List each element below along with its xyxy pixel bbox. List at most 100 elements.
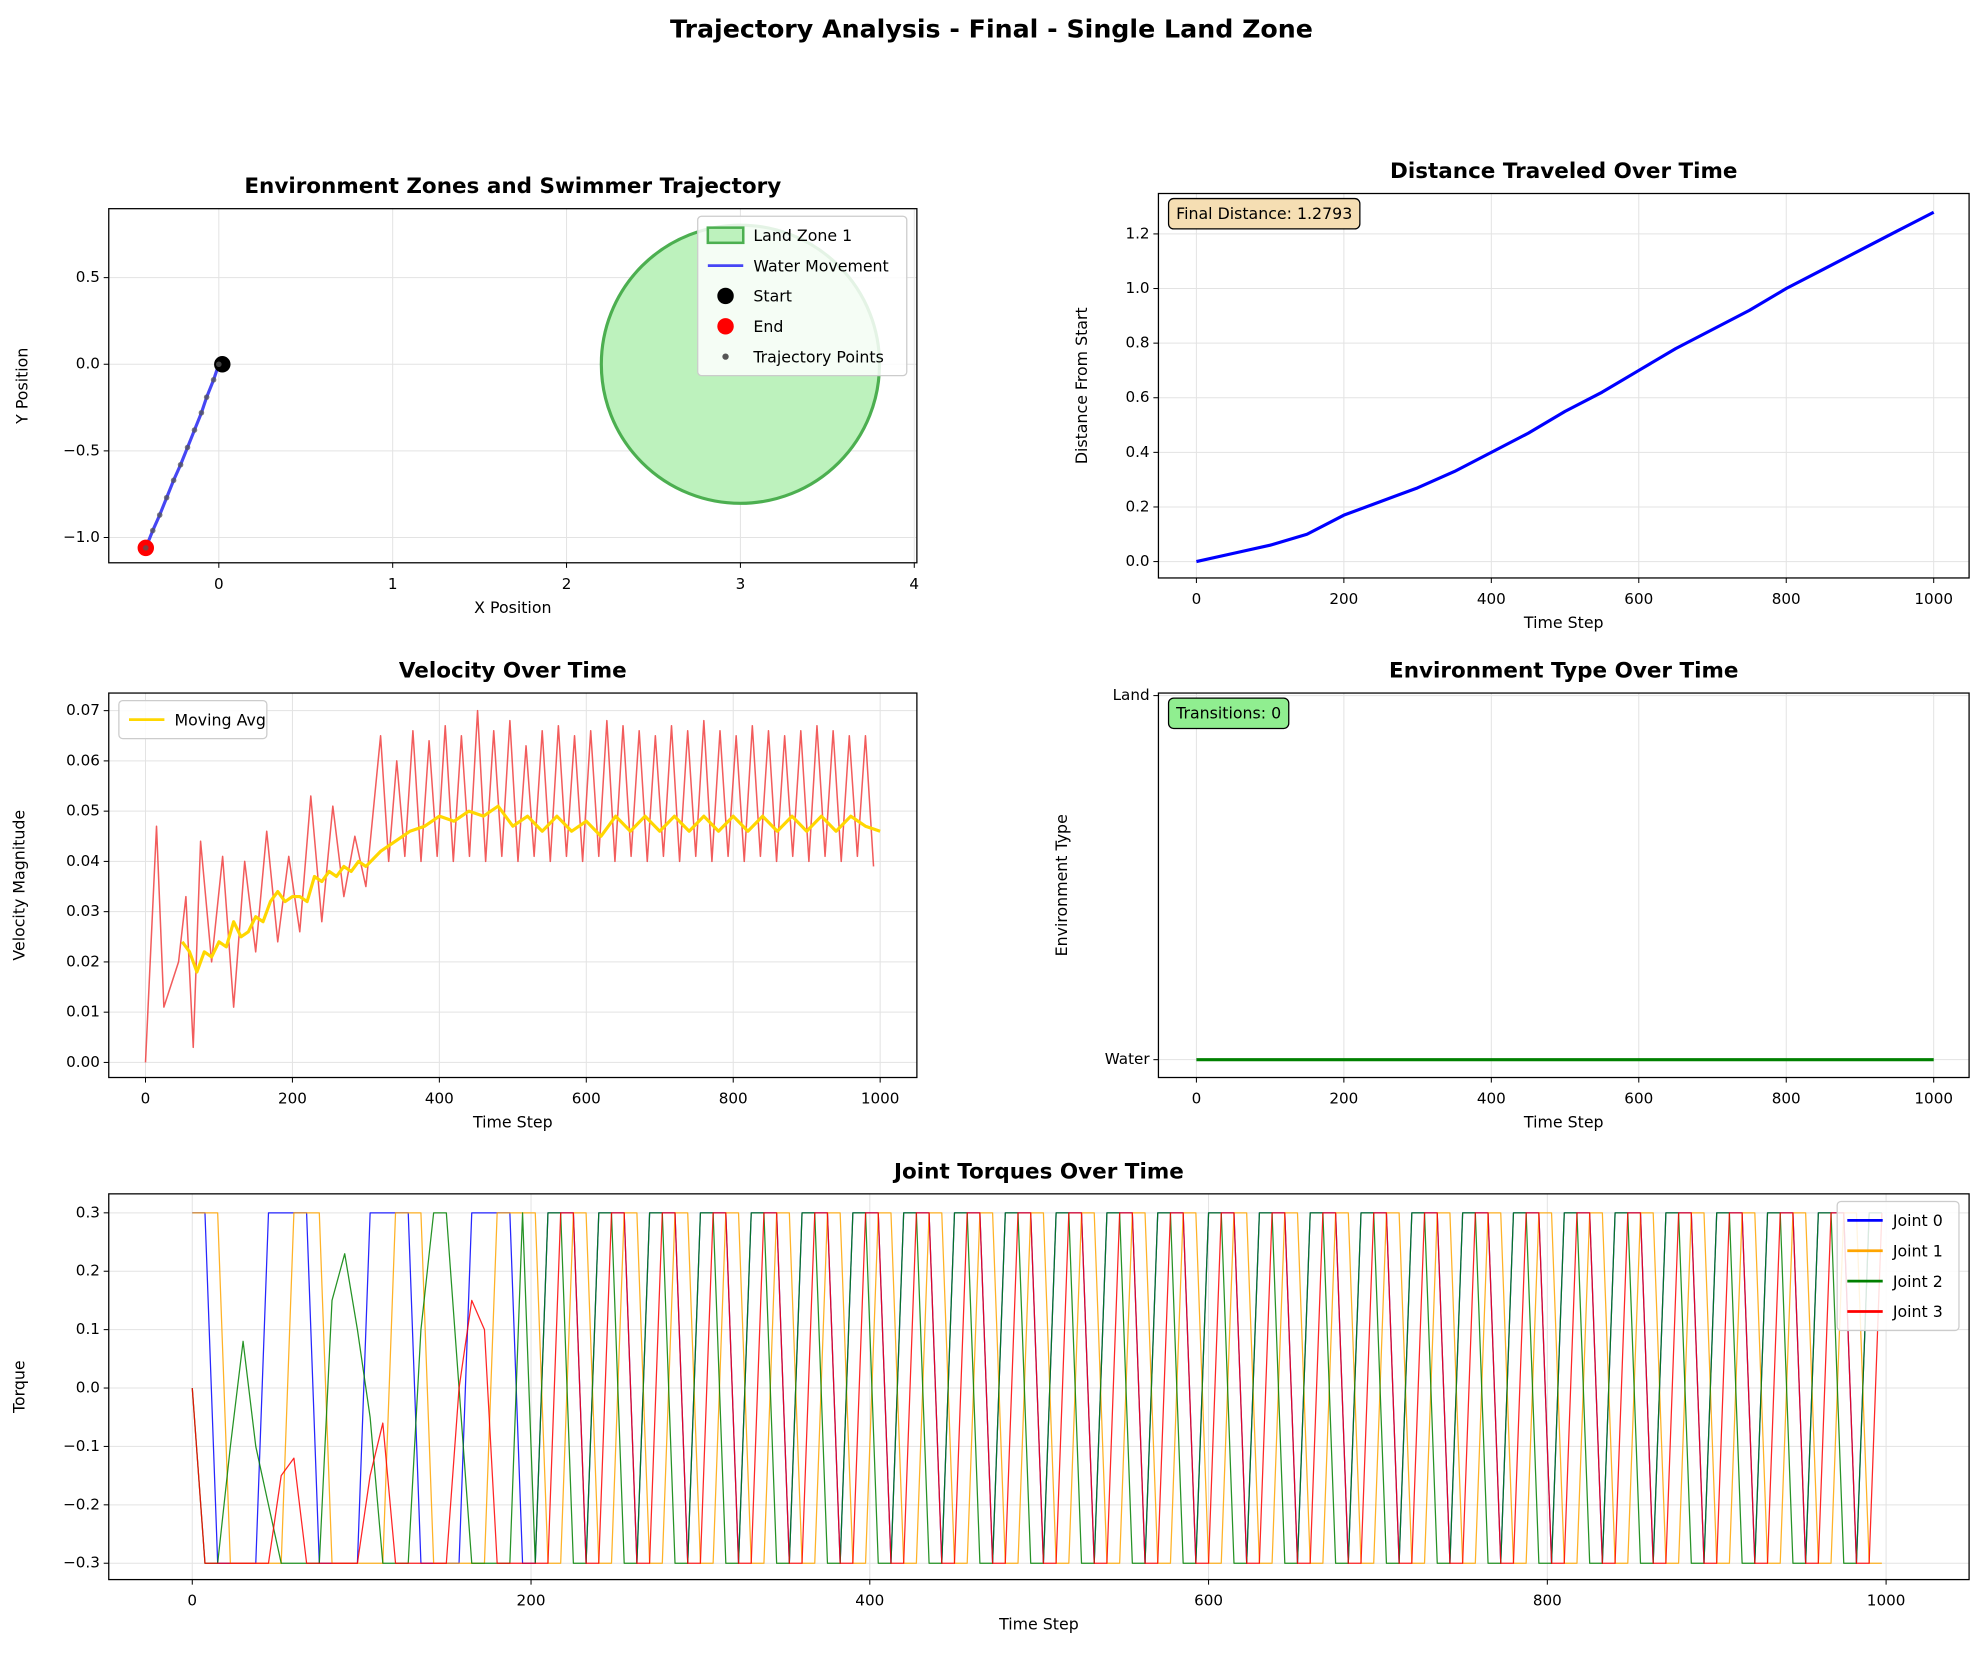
point [214,356,231,373]
y-tick-label: −0.3 [63,1554,100,1572]
y-axis-label: Velocity Magnitude [10,810,29,961]
legend-label: Joint 3 [1892,1302,1943,1321]
x-tick-label: 0 [187,1592,197,1610]
y-tick-label: 0.0 [76,355,100,373]
y-tick-label: 0.6 [1125,388,1149,406]
legend: Joint 0 Joint 1 Joint 2 Joint 3 [1836,1200,1960,1332]
x-tick-label: 800 [719,1090,748,1108]
plot-area [144,709,881,1063]
legend-label: Land Zone 1 [753,226,852,245]
legend-swatch [722,353,729,360]
x-tick-label: 0 [1192,1090,1202,1108]
y-tick-label: 0.0 [76,1379,100,1397]
y-tick-label: 0.04 [66,852,100,870]
series-line [144,709,875,1063]
x-tick-label: 400 [1477,590,1506,608]
x-tick-label: 2 [562,575,572,593]
y-tick-label: Land [1113,686,1150,704]
series-line [180,804,881,974]
legend-label: Joint 1 [1892,1242,1943,1261]
legend-label: Joint 0 [1892,1211,1943,1230]
axes-frame [1157,192,1970,579]
x-tick-label: 1000 [1867,1592,1906,1610]
point [156,512,163,518]
legend: Moving Avg [118,700,268,740]
legend-label: Moving Avg [175,710,266,729]
y-tick-label: 0.02 [66,952,100,970]
x-tick-label: 0 [141,1090,151,1108]
point [163,494,170,501]
axes-frame [108,1193,1970,1581]
subplot: 0 1 2 3 4 −1.0 −0.5 0.0 0.5 Environment Zones and… [12,174,919,617]
x-tick-label: 200 [517,1592,546,1610]
y-axis-label: Environment Type [1052,814,1071,956]
x-tick-label: 1 [388,575,398,593]
y-tick-label: 0.03 [66,902,100,920]
x-axis-label: Time Step [472,1113,553,1132]
subplot-title: Environment Type Over Time [1389,659,1738,684]
annotation: Transitions: 0 [1175,703,1281,722]
y-tick-label: 0.06 [66,751,100,769]
y-tick-label: 0.3 [76,1203,100,1221]
x-tick-label: 1000 [861,1090,900,1108]
annotation-box [1167,697,1290,730]
point [216,361,222,368]
y-tick-label: −0.2 [63,1495,100,1513]
subplot: 0 200 400 600 800 1000 0.0 0.2 0.4 0.6 0.8 1.0 1.2 Di… [1072,159,1970,632]
legend-label: Trajectory Points [752,347,883,366]
legend-label: Joint 2 [1892,1272,1943,1291]
x-axis-label: Time Step [1523,613,1604,632]
x-tick-label: 400 [855,1592,884,1610]
legend-box [1836,1200,1960,1332]
point [184,444,191,451]
series-line [191,1212,1883,1564]
plot-area [1196,210,1935,564]
point [210,377,217,383]
y-tick-label: 0.0 [1125,552,1149,570]
point [177,461,184,468]
y-tick-label: 0.2 [1125,497,1149,515]
y-tick-label: 1.0 [1125,279,1149,297]
legend-swatch [717,287,734,305]
series-line [144,363,221,549]
x-tick-label: 200 [278,1090,307,1108]
axes-frame [108,208,918,564]
y-tick-label: 0.05 [66,802,100,820]
x-tick-label: 800 [1772,1090,1801,1108]
y-tick-label: 0.2 [76,1262,100,1280]
legend-label: Start [753,287,792,306]
x-tick-label: 4 [909,575,919,593]
subplot: 0 200 400 600 800 1000 0.00 0.01 0.02 0.03 0.04 0.0… [10,659,918,1132]
subplot-title: Environment Zones and Swimmer Trajectory [244,174,781,199]
y-tick-label: 0.4 [1125,443,1149,461]
x-tick-label: 600 [1624,1090,1653,1108]
x-tick-label: 200 [1329,1090,1358,1108]
x-tick-label: 800 [1772,590,1801,608]
point [149,527,156,534]
legend-label: End [753,317,783,336]
legend-box [118,700,268,740]
y-tick-label: 0.01 [66,1003,100,1021]
axes-frame [108,692,918,1079]
y-tick-label: 1.2 [1125,224,1149,242]
subplot: 0 200 400 600 800 1000 Water Land Environment Ty… [1052,659,1970,1132]
y-tick-label: 0.1 [76,1320,100,1338]
y-tick-label: 0.07 [66,701,100,719]
figure-title: Trajectory Analysis - Final - Single Lan… [670,14,1313,43]
legend-swatch [717,318,734,335]
x-axis-label: X Position [474,598,551,617]
x-tick-label: 1000 [1914,1090,1953,1108]
x-tick-label: 1000 [1914,590,1953,608]
point [191,427,198,433]
y-tick-label: −1.0 [63,528,100,546]
x-tick-label: 600 [572,1090,601,1108]
y-axis-label: Y Position [12,348,31,425]
legend-label: Water Movement [753,256,888,275]
subplot-title: Distance Traveled Over Time [1390,159,1737,184]
x-tick-label: 400 [425,1090,454,1108]
x-tick-label: 0 [214,575,224,593]
annotation-box [1167,197,1361,230]
series-line [1196,210,1935,564]
